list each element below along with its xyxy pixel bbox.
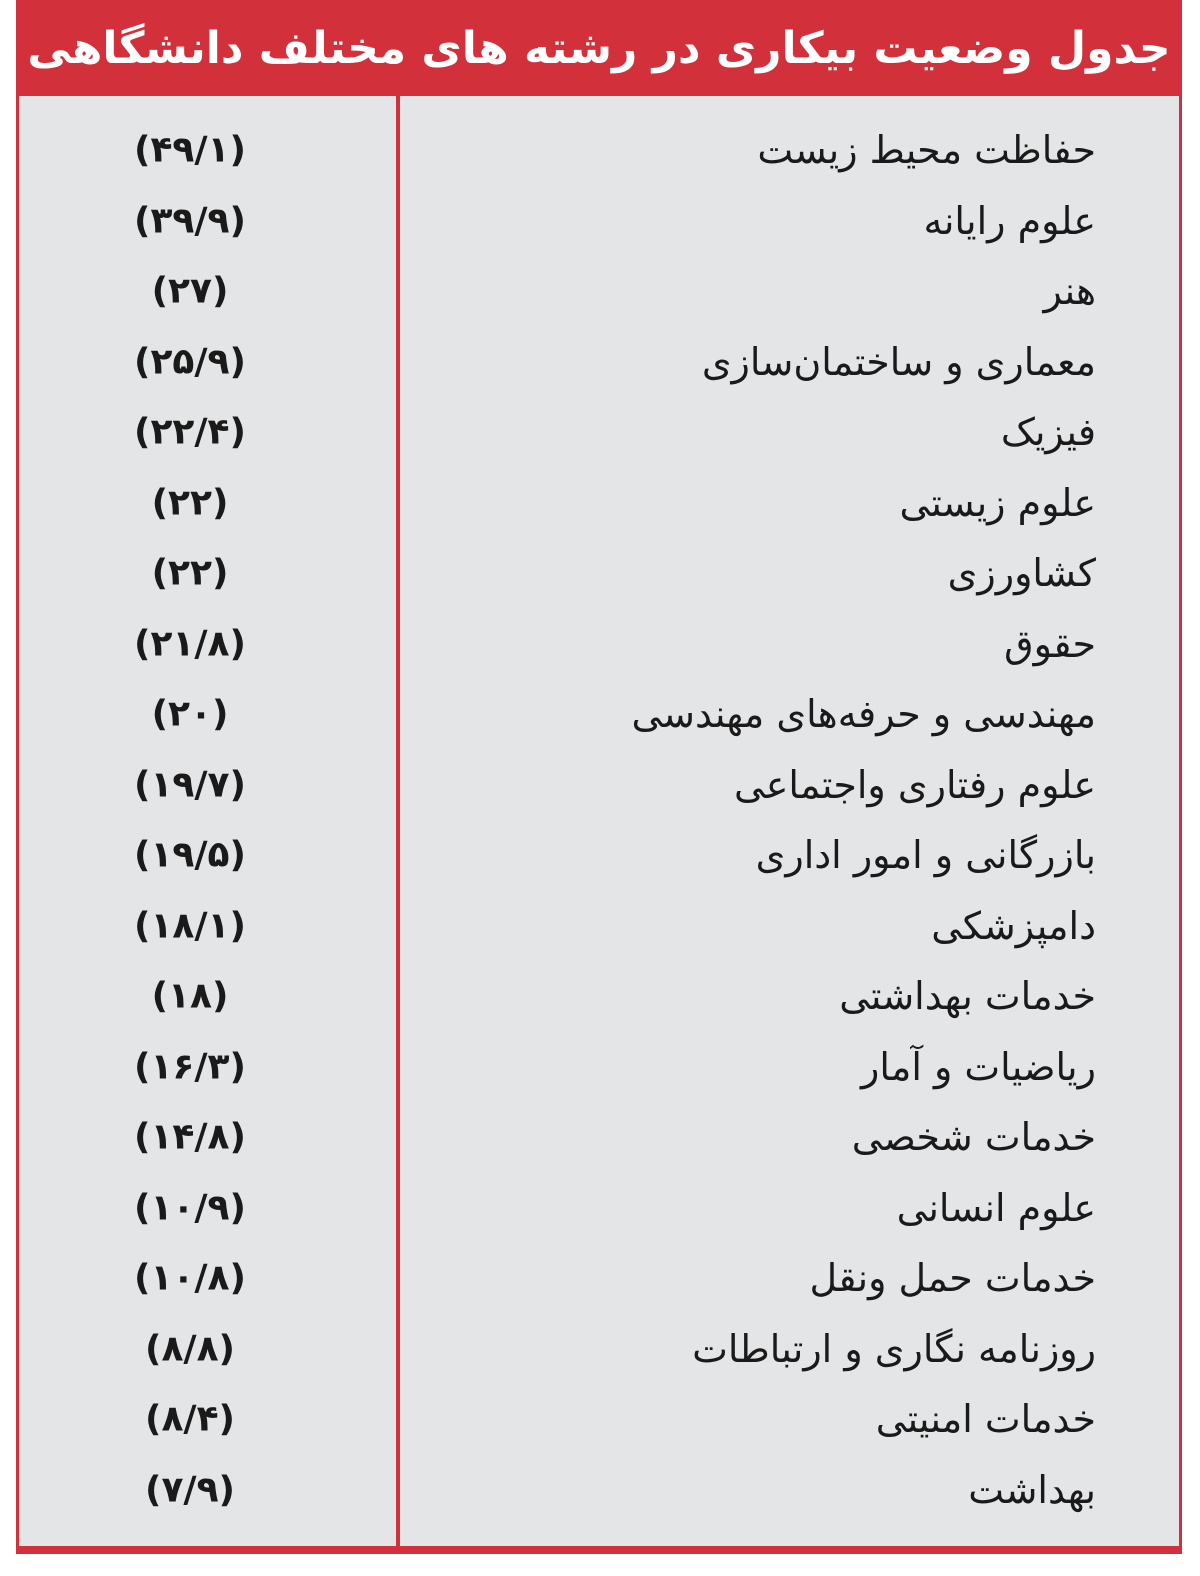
unemployment-rate: (۱۸/۱) [134, 905, 246, 946]
field-name: علوم زیستی [899, 480, 1096, 525]
field-name: فیزیک [1000, 410, 1096, 454]
unemployment-rate: (۲۷) [151, 270, 229, 312]
unemployment-rate: (۱۰/۹) [134, 1187, 246, 1228]
unemployment-rate: (۷/۹) [145, 1469, 235, 1510]
unemployment-rate: (۲۰) [151, 693, 229, 735]
field-name: هنر [1043, 269, 1096, 313]
unemployment-rate: (۱۶/۳) [134, 1046, 246, 1087]
unemployment-rate: (۱۸) [151, 975, 229, 1017]
field-name: خدمات امنیتی [875, 1397, 1096, 1441]
unemployment-rate: (۲۲) [151, 552, 229, 594]
field-name: معماری و ساختمان‌سازی [701, 339, 1096, 384]
unemployment-rate: (۴۹/۱) [134, 129, 246, 171]
column-divider [396, 96, 400, 1550]
table-panel [16, 0, 1182, 1550]
unemployment-rate: (۱۹/۵) [134, 834, 246, 876]
field-name: کشاورزی [947, 551, 1096, 595]
unemployment-rate: (۸/۸) [145, 1328, 235, 1369]
field-name: حقوق [1004, 621, 1096, 666]
field-name: روزنامه نگاری و ارتباطات [692, 1326, 1096, 1371]
unemployment-rate: (۳۹/۹) [134, 200, 246, 241]
field-name: خدمات بهداشتی [839, 974, 1096, 1018]
unemployment-rate: (۲۵/۹) [134, 341, 246, 382]
field-name: دامپزشکی [931, 903, 1096, 948]
field-name: خدمات حمل ونقل [809, 1256, 1096, 1300]
field-name: بهداشت [968, 1467, 1096, 1512]
unemployment-rate: (۲۲) [151, 482, 229, 523]
field-name: علوم انسانی [896, 1185, 1096, 1230]
field-name: بازرگانی و امور اداری [755, 833, 1096, 877]
unemployment-rate: (۱۹/۷) [134, 764, 246, 805]
table-title: جدول وضعیت بیکاری در رشته های مختلف دانش… [16, 0, 1182, 96]
unemployment-rate: (۸/۴) [145, 1398, 235, 1440]
unemployment-rate: (۲۲/۴) [134, 411, 246, 453]
field-name: حفاظت محیط زیست [757, 128, 1096, 172]
field-name: مهندسی و حرفه‌های مهندسی [631, 692, 1096, 736]
unemployment-rate: (۱۴/۸) [134, 1116, 246, 1158]
unemployment-rate: (۲۱/۸) [134, 623, 246, 664]
unemployment-rate: (۱۰/۸) [134, 1257, 246, 1299]
bottom-rule [16, 1546, 1182, 1554]
field-name: خدمات شخصی [851, 1115, 1096, 1159]
field-name: علوم رایانه [923, 198, 1096, 243]
field-name: علوم رفتاری واجتماعی [734, 762, 1096, 807]
field-name: ریاضیات و آمار [861, 1044, 1096, 1089]
